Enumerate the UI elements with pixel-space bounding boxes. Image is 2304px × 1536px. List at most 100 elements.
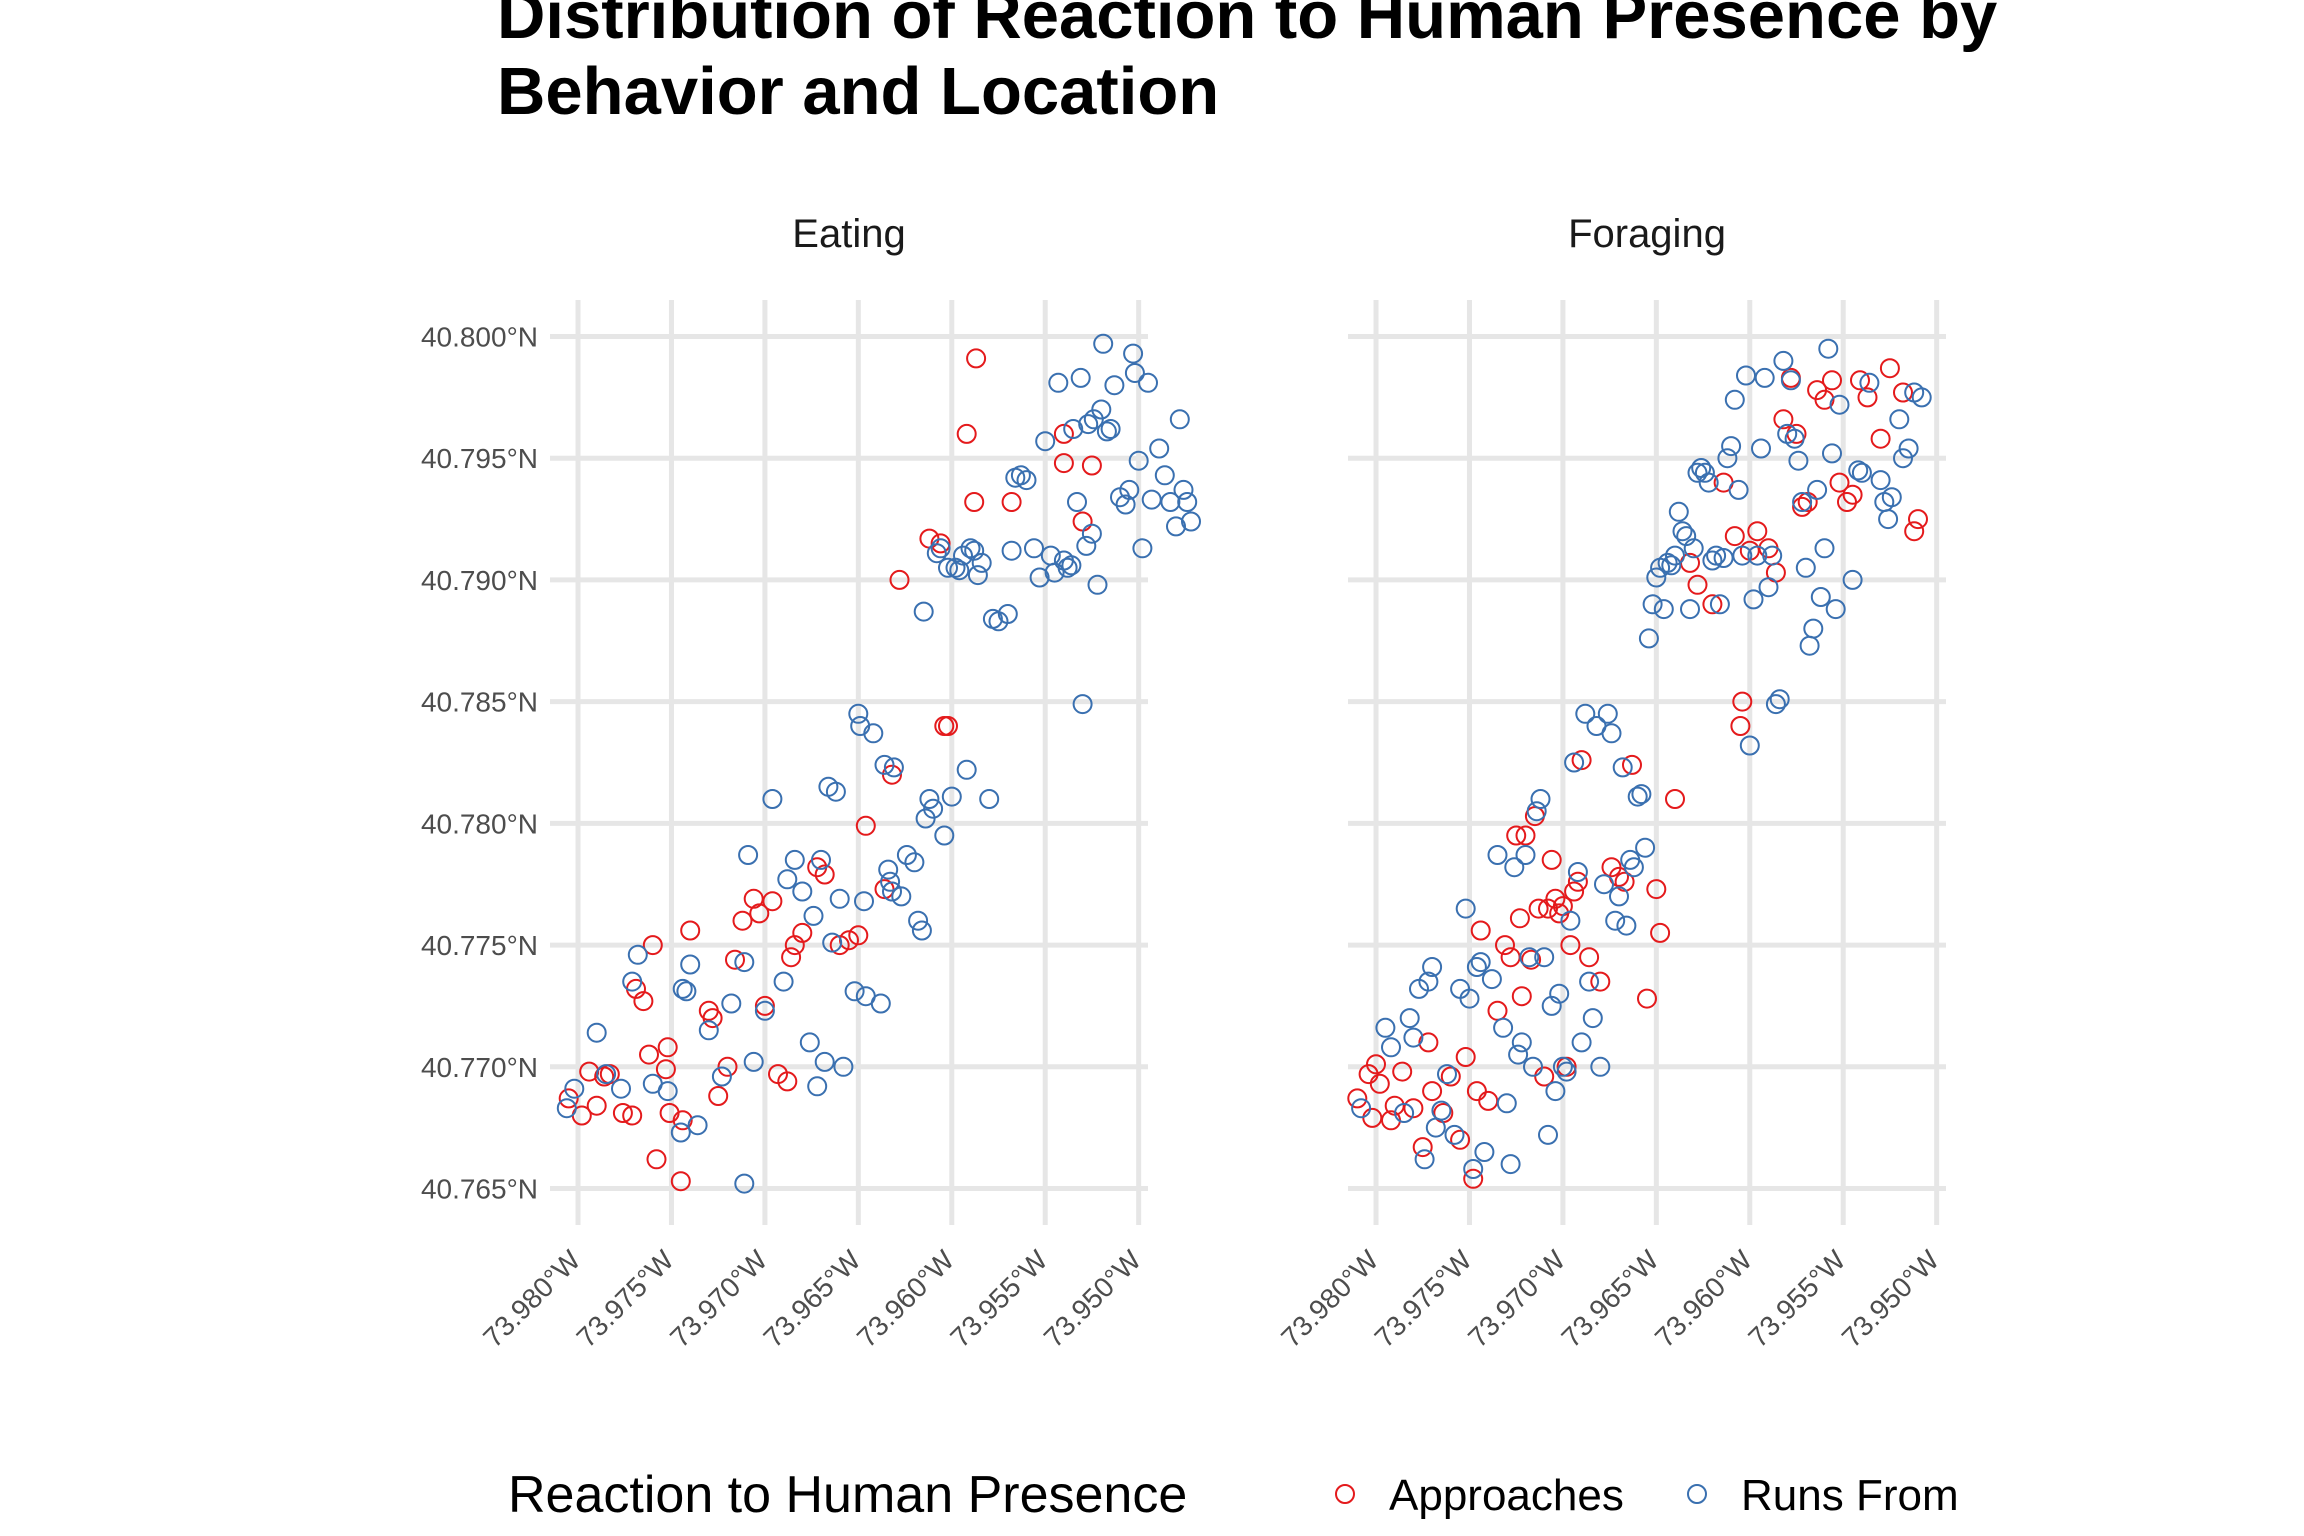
- data-point: [1422, 1081, 1443, 1102]
- data-point: [725, 949, 745, 970]
- data-point: [1622, 754, 1642, 775]
- data-point: [863, 723, 884, 744]
- data-point: [1506, 825, 1527, 846]
- data-point: [627, 944, 648, 965]
- data-point: [1053, 453, 1074, 474]
- data-point: [1466, 1081, 1487, 1102]
- data-point: [825, 781, 846, 802]
- data-point: [734, 952, 755, 973]
- data-point: [1500, 1154, 1521, 1175]
- data-point: [964, 492, 985, 512]
- data-point: [1124, 363, 1145, 383]
- data-point: [911, 920, 932, 941]
- data-point: [762, 789, 783, 809]
- y-tick-label: 40.765°N: [421, 1173, 538, 1204]
- data-point: [848, 703, 869, 724]
- data-point: [1096, 421, 1117, 442]
- data-point: [1048, 372, 1069, 393]
- data-point: [1392, 1061, 1413, 1082]
- data-point: [1571, 1032, 1592, 1053]
- data-point: [702, 1008, 723, 1029]
- data-point: [882, 881, 902, 902]
- y-tick-label: 40.775°N: [421, 930, 538, 961]
- data-point: [1166, 516, 1186, 537]
- data-point: [1694, 462, 1715, 483]
- data-point: [1605, 910, 1626, 931]
- data-point: [844, 981, 865, 1002]
- data-point: [1016, 470, 1037, 491]
- y-axis: 40.765°N 40.770°N 40.775°N 40.780°N 40.785°N…: [421, 322, 538, 1205]
- data-point: [1053, 423, 1074, 444]
- data-point: [1493, 1017, 1514, 1038]
- data-point: [1822, 443, 1842, 464]
- data-point: [1100, 419, 1121, 439]
- data-point: [1638, 628, 1659, 649]
- data-point: [1893, 382, 1913, 403]
- data-point: [1549, 983, 1570, 1004]
- data-point: [1784, 428, 1805, 449]
- data-point: [1870, 470, 1891, 491]
- x-tick-label: 73.955°W: [1742, 1244, 1851, 1353]
- legend-label-approaches: Approaches: [1389, 1471, 1624, 1520]
- data-point: [1067, 492, 1087, 512]
- data-point: [1154, 465, 1175, 486]
- panels-layer: Eating73.980°W73.975°W73.970°W73.965°W73…: [477, 212, 1946, 1353]
- data-point: [1851, 462, 1872, 483]
- data-point: [1616, 915, 1637, 936]
- data-point: [1597, 703, 1618, 724]
- data-point: [1721, 436, 1742, 457]
- data-point: [1579, 947, 1600, 968]
- data-point: [676, 981, 697, 1002]
- data-point: [1635, 837, 1656, 858]
- data-point: [1523, 1056, 1543, 1077]
- data-point: [1814, 389, 1835, 410]
- data-point: [1904, 521, 1925, 542]
- data-point: [687, 1115, 708, 1136]
- data-point: [1474, 1142, 1495, 1162]
- data-point: [1403, 1027, 1424, 1048]
- y-tick-label: 40.770°N: [421, 1052, 538, 1083]
- data-point: [1061, 555, 1082, 576]
- data-point: [1511, 986, 1532, 1007]
- data-point: [1612, 757, 1633, 778]
- data-point: [792, 922, 813, 943]
- data-point: [1538, 1124, 1558, 1145]
- data-point: [1773, 409, 1794, 430]
- data-point: [1444, 1124, 1465, 1145]
- chart-title: Distribution of Reaction to Human Presen…: [497, 0, 1998, 129]
- data-point: [1394, 1103, 1415, 1123]
- data-point: [1842, 484, 1863, 505]
- data-point: [1351, 1098, 1372, 1119]
- data-point: [1173, 479, 1194, 500]
- data-point: [1680, 599, 1700, 620]
- data-point: [1788, 450, 1809, 471]
- data-point: [1859, 372, 1880, 393]
- data-point: [1455, 1047, 1476, 1067]
- data-point: [784, 849, 805, 870]
- legend-key-approaches: [1335, 1484, 1355, 1504]
- data-point: [611, 1078, 631, 1099]
- data-point: [1487, 845, 1508, 865]
- data-point: [1758, 577, 1779, 598]
- data-point: [749, 903, 770, 924]
- legend-label-runs-from: Runs From: [1741, 1471, 1959, 1520]
- data-point: [1594, 874, 1614, 895]
- data-point: [1072, 694, 1093, 715]
- data-point: [657, 1037, 678, 1058]
- data-point: [1579, 971, 1600, 992]
- data-point: [1091, 399, 1112, 420]
- data-point: [622, 971, 643, 992]
- data-point: [1564, 881, 1585, 902]
- data-point: [1104, 375, 1125, 396]
- data-point: [966, 348, 987, 369]
- x-tick-label: 73.980°W: [477, 1244, 586, 1353]
- data-point: [1609, 886, 1629, 907]
- data-point: [1799, 635, 1820, 656]
- data-point: [1739, 735, 1760, 756]
- data-point: [1724, 526, 1745, 547]
- data-point: [1769, 689, 1790, 710]
- data-point: [1530, 789, 1551, 809]
- data-point: [762, 891, 783, 912]
- data-point: [1814, 538, 1835, 559]
- data-point: [1470, 952, 1491, 973]
